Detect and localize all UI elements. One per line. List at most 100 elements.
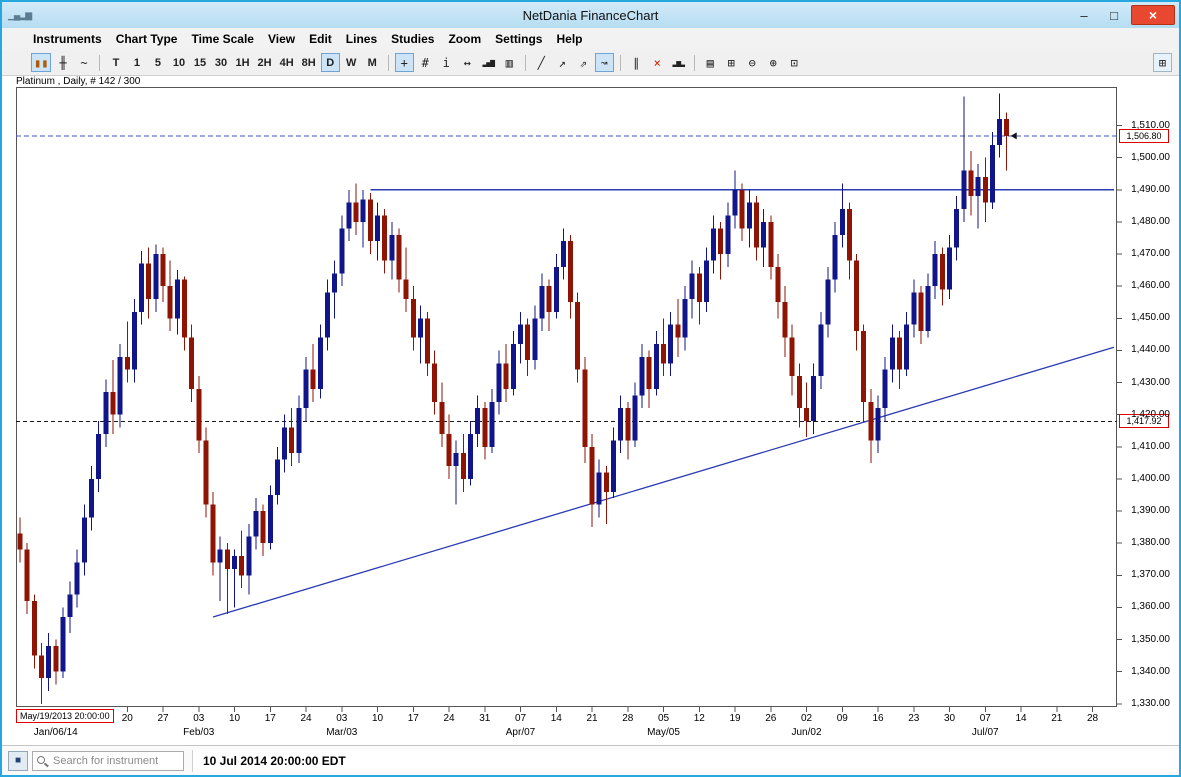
grid-button[interactable]: # xyxy=(416,53,435,72)
quote-list-button[interactable]: ▥ xyxy=(500,53,519,72)
title-bar[interactable]: ▁▄▂▆ NetDania FinanceChart – □ × xyxy=(2,2,1179,28)
menu-help[interactable]: Help xyxy=(549,28,589,50)
time-axis-day-label: 24 xyxy=(443,713,454,724)
toolbar-separator xyxy=(694,55,695,71)
menu-bar: InstrumentsChart TypeTime ScaleViewEditL… xyxy=(2,28,1179,50)
price-axis-label: 1,340.00 xyxy=(1122,666,1170,677)
menu-chart-type[interactable]: Chart Type xyxy=(109,28,185,50)
start-date-marker: May/19/2013 20:00:00 xyxy=(16,709,114,723)
chart-area: Platinum , Daily, # 142 / 300 1,506.80 1… xyxy=(2,76,1179,745)
timeframe-30min[interactable]: 30 xyxy=(211,53,230,72)
app-icon: ▁▄▂▆ xyxy=(8,10,31,21)
last-price-marker: 1,506.80 xyxy=(1119,129,1169,143)
horizontal-scroll-button[interactable]: ↔ xyxy=(458,53,477,72)
price-axis-label: 1,370.00 xyxy=(1122,569,1170,580)
menu-time-scale[interactable]: Time Scale xyxy=(184,28,260,50)
crosshair-button[interactable]: + xyxy=(395,53,414,72)
menu-studies[interactable]: Studies xyxy=(384,28,441,50)
channel-button[interactable]: ⇗ xyxy=(574,53,593,72)
trend-line-button[interactable]: ╱ xyxy=(532,53,551,72)
timeframe-15min[interactable]: 15 xyxy=(190,53,209,72)
price-axis-label: 1,430.00 xyxy=(1122,377,1170,388)
time-axis-day-label: 10 xyxy=(229,713,240,724)
window-controls: – □ × xyxy=(1069,2,1179,28)
time-axis-day-label: 17 xyxy=(265,713,276,724)
timeframe-5min[interactable]: 5 xyxy=(148,53,167,72)
toolbar: ▮▮╫~T151015301H2H4H8HDWM+#i↔▂▄▆▥╱↗⇗↝∥×▂▅… xyxy=(2,50,1179,76)
minimize-button[interactable]: – xyxy=(1069,2,1099,28)
close-button[interactable]: × xyxy=(1131,5,1175,25)
print-button[interactable]: ▤ xyxy=(701,53,720,72)
show-all-bars-button[interactable]: ▂▅▂ xyxy=(669,53,688,72)
candlestick-chart-button[interactable]: ▮▮ xyxy=(31,53,51,72)
volume-button[interactable]: ▂▄▆ xyxy=(479,53,498,72)
trend-ray-button[interactable]: ↗ xyxy=(553,53,572,72)
line-chart-button[interactable]: ~ xyxy=(74,53,93,72)
time-axis-day-label: 02 xyxy=(801,713,812,724)
expand-panel-button[interactable]: ⊞ xyxy=(1153,53,1172,72)
time-axis-day-label: 28 xyxy=(622,713,633,724)
time-axis-day-label: 30 xyxy=(944,713,955,724)
info-button[interactable]: i xyxy=(437,53,456,72)
toolbar-groups: ▮▮╫~T151015301H2H4H8HDWM+#i↔▂▄▆▥╱↗⇗↝∥×▂▅… xyxy=(30,53,805,72)
time-axis-day-label: 07 xyxy=(515,713,526,724)
menu-settings[interactable]: Settings xyxy=(488,28,549,50)
time-axis-month-label: Apr/07 xyxy=(506,727,535,738)
parallel-lines-button[interactable]: ∥ xyxy=(627,53,646,72)
timeframe-10min[interactable]: 10 xyxy=(169,53,188,72)
delete-lines-button[interactable]: × xyxy=(648,53,667,72)
search-input[interactable] xyxy=(32,751,184,771)
price-axis-label: 1,350.00 xyxy=(1122,634,1170,645)
toolbar-separator xyxy=(388,55,389,71)
timeframe-8hour[interactable]: 8H xyxy=(299,53,319,72)
timeframe-monthly[interactable]: M xyxy=(363,53,382,72)
time-axis-day-label: 17 xyxy=(408,713,419,724)
time-axis-day-label: 03 xyxy=(193,713,204,724)
menu-edit[interactable]: Edit xyxy=(302,28,339,50)
time-axis-month-label: Feb/03 xyxy=(183,727,214,738)
timeframe-1hour[interactable]: 1H xyxy=(232,53,252,72)
time-axis-day-label: 23 xyxy=(908,713,919,724)
time-axis-day-label: 05 xyxy=(658,713,669,724)
time-axis-month-label: Jun/02 xyxy=(791,727,821,738)
toolbar-separator xyxy=(99,55,100,71)
timeframe-weekly[interactable]: W xyxy=(342,53,361,72)
menu-instruments[interactable]: Instruments xyxy=(26,28,109,50)
timeframe-tick[interactable]: T xyxy=(106,53,125,72)
menu-zoom[interactable]: Zoom xyxy=(441,28,488,50)
timeframe-2hour[interactable]: 2H xyxy=(255,53,275,72)
app-window: ▁▄▂▆ NetDania FinanceChart – □ × Instrum… xyxy=(0,0,1181,777)
timeframe-4hour[interactable]: 4H xyxy=(277,53,297,72)
pointer-line-button[interactable]: ↝ xyxy=(595,53,614,72)
time-axis-day-label: 26 xyxy=(765,713,776,724)
time-axis-day-label: 03 xyxy=(336,713,347,724)
time-axis-month-label: Mar/03 xyxy=(326,727,357,738)
menu-view[interactable]: View xyxy=(261,28,302,50)
time-axis-month-label: May/05 xyxy=(647,727,680,738)
bar-chart-button[interactable]: ╫ xyxy=(53,53,72,72)
maximize-button[interactable]: □ xyxy=(1099,2,1129,28)
time-axis-day-label: 31 xyxy=(479,713,490,724)
menu-lines[interactable]: Lines xyxy=(339,28,384,50)
price-axis-label: 1,360.00 xyxy=(1122,601,1170,612)
price-axis-label: 1,380.00 xyxy=(1122,537,1170,548)
time-axis-day-label: 14 xyxy=(551,713,562,724)
time-axis-day-label: 12 xyxy=(694,713,705,724)
price-chart[interactable] xyxy=(16,87,1126,721)
price-axis-label: 1,470.00 xyxy=(1122,248,1170,259)
zoom-out-button[interactable]: ⊖ xyxy=(743,53,762,72)
timeframe-1min[interactable]: 1 xyxy=(127,53,146,72)
price-axis-label: 1,400.00 xyxy=(1122,473,1170,484)
price-axis-label: 1,480.00 xyxy=(1122,216,1170,227)
price-axis-label: 1,500.00 xyxy=(1122,152,1170,163)
price-axis-label: 1,510.00 xyxy=(1122,120,1170,131)
time-axis-day-label: 07 xyxy=(980,713,991,724)
print-preview-button[interactable]: ⊞ xyxy=(722,53,741,72)
zoom-fit-button[interactable]: ⊡ xyxy=(785,53,804,72)
zoom-in-button[interactable]: ⊕ xyxy=(764,53,783,72)
price-axis-label: 1,390.00 xyxy=(1122,505,1170,516)
price-axis-label: 1,450.00 xyxy=(1122,312,1170,323)
instrument-grid-button[interactable]: ■ xyxy=(8,751,28,771)
price-axis-label: 1,330.00 xyxy=(1122,698,1170,709)
timeframe-daily[interactable]: D xyxy=(321,53,340,72)
